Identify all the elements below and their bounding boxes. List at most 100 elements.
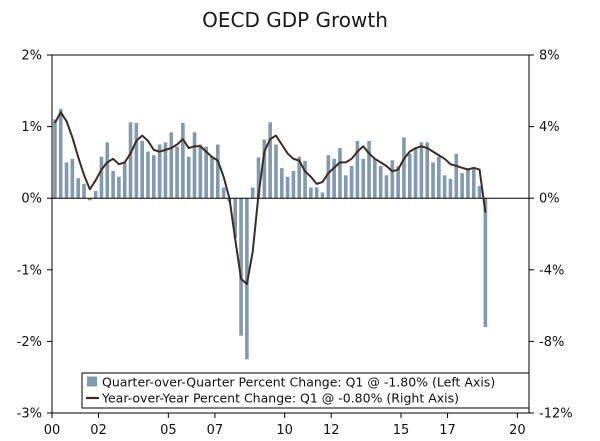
right-tick-label: 8% [539, 49, 560, 64]
bar [285, 176, 290, 199]
bar [448, 178, 453, 199]
x-axis: 00 02 05 07 10 12 15 17 20 [44, 413, 526, 438]
bar [175, 146, 179, 199]
bar [88, 198, 92, 201]
bar [70, 158, 75, 199]
bar [343, 175, 348, 199]
bar [76, 178, 80, 199]
bar [483, 198, 488, 328]
bar [262, 139, 267, 199]
bar [111, 170, 115, 199]
legend-bar-swatch [87, 376, 97, 387]
bar [332, 158, 336, 199]
left-axis: 2% 1% 0% -1% -2% -3% [17, 49, 52, 422]
bar [314, 187, 319, 199]
bar [169, 132, 174, 199]
bar [268, 122, 272, 199]
left-tick-label: -2% [17, 335, 42, 350]
bar [402, 137, 406, 199]
right-tick-label: 0% [539, 192, 560, 207]
bar [256, 157, 261, 199]
bar [320, 192, 325, 199]
bar [338, 148, 342, 199]
bar [93, 191, 98, 199]
right-tick-label: 4% [539, 120, 560, 135]
legend-line-label: Year-over-Year Percent Change: Q1 @ -0.8… [101, 391, 459, 406]
bar [53, 119, 57, 199]
bar [361, 158, 366, 199]
bar [215, 144, 220, 199]
bar [58, 108, 63, 199]
bar [152, 155, 156, 199]
x-tick-label: 10 [276, 423, 293, 438]
bar [198, 144, 203, 199]
bar [122, 162, 127, 199]
bar [233, 198, 238, 238]
left-tick-label: 1% [21, 120, 42, 135]
bar [396, 165, 400, 199]
bar [477, 186, 482, 199]
bar [431, 162, 435, 199]
left-tick-label: -1% [17, 263, 42, 278]
right-axis: 8% 4% 0% -4% -8% -12% [529, 49, 573, 422]
line-series [54, 111, 487, 286]
right-tick-label: -4% [539, 263, 564, 278]
bar [367, 140, 371, 199]
bar [297, 156, 302, 199]
bar [419, 142, 424, 199]
bar [355, 140, 360, 199]
chart-title: OECD GDP Growth [202, 8, 388, 32]
bar [279, 168, 284, 199]
bar [326, 155, 331, 199]
bar [454, 153, 459, 199]
bar [384, 175, 389, 199]
bar [221, 187, 226, 199]
bar [239, 198, 243, 336]
legend-bar-label: Quarter-over-Quarter Percent Change: Q1 … [102, 375, 495, 390]
right-tick-label: -8% [539, 335, 564, 350]
bar [373, 158, 377, 199]
bar [471, 168, 476, 199]
bar [407, 153, 412, 199]
bar [390, 160, 395, 199]
bar [274, 144, 278, 199]
x-tick-label: 07 [207, 423, 224, 438]
bar [181, 123, 185, 199]
bar [303, 160, 307, 199]
legend: Quarter-over-Quarter Percent Change: Q1 … [81, 372, 530, 409]
left-tick-label: -3% [17, 407, 42, 422]
bar [437, 156, 441, 199]
bar [117, 176, 121, 199]
plot-border [51, 54, 530, 414]
bar [425, 142, 430, 199]
bar [192, 132, 197, 199]
right-tick-label: -12% [539, 407, 573, 422]
bar [128, 122, 133, 199]
x-tick-label: 20 [509, 423, 526, 438]
bar [140, 140, 144, 199]
bar [105, 142, 110, 199]
left-tick-label: 0% [21, 192, 42, 207]
bar [309, 187, 313, 199]
bar [413, 148, 418, 199]
bar [466, 168, 470, 199]
x-tick-label: 12 [323, 423, 340, 438]
x-tick-label: 05 [160, 423, 177, 438]
bar [157, 144, 162, 199]
bar [291, 170, 296, 199]
bar [82, 183, 86, 199]
bar [442, 175, 447, 199]
x-tick-label: 17 [439, 423, 456, 438]
bar [204, 146, 208, 199]
bar [210, 156, 214, 199]
x-tick-label: 15 [393, 423, 410, 438]
legend-box [81, 372, 530, 409]
left-tick-label: 2% [21, 49, 42, 64]
bar [163, 142, 168, 199]
bar [64, 162, 69, 199]
plot-frame [51, 54, 530, 414]
yoy-line [54, 111, 487, 286]
bar [99, 156, 104, 199]
bar [134, 123, 139, 199]
